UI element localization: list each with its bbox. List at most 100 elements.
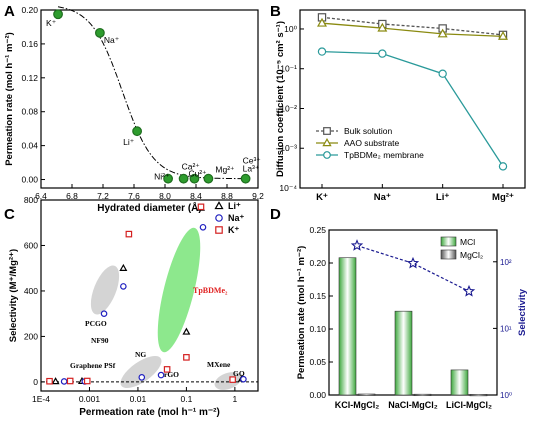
panel-b-legend-label: TpBDMe₂ membrane xyxy=(344,150,424,160)
panel-b-chart: 10⁰ 10⁻¹ 10⁻² 10⁻³ 10⁻⁴ K⁺ Na⁺ Li⁺ Mg²⁺ Diffusion… xyxy=(275,9,526,203)
panel-c-ytick-label: 400 xyxy=(24,286,38,296)
panel-a-xtick-label: 8.4 xyxy=(190,191,202,201)
panel-a-point-label: La³⁺ xyxy=(243,164,260,174)
panel-d-ytick-label: 0.10 xyxy=(309,324,326,334)
panel-b-point xyxy=(317,17,327,27)
panel-b-series-line xyxy=(321,22,504,38)
panel-c-legend-marker xyxy=(215,226,223,234)
panel-a-xtick-label: 7.2 xyxy=(97,191,109,201)
panel-a-trend-line xyxy=(57,6,246,180)
panel-c-annotation: NF90 xyxy=(91,336,109,345)
panel-d-bar xyxy=(357,393,376,396)
panel-b-letter: B xyxy=(270,3,281,20)
panel-c-point xyxy=(125,230,133,238)
panel-b-ytick-label: 10⁻³ xyxy=(280,143,297,153)
panel-a-xtick-label: 6.8 xyxy=(66,191,78,201)
panel-a-xtick-label: 7.6 xyxy=(128,191,140,201)
panel-b-ytick-label: 10⁻¹ xyxy=(280,64,297,74)
panel-b-point xyxy=(378,49,387,58)
panel-c-point xyxy=(66,377,74,385)
panel-c-ytick-label: 800 xyxy=(24,195,38,205)
panel-c-point xyxy=(182,327,191,335)
panel-a-point-label: Cu²⁺ xyxy=(188,169,207,179)
panel-b-xtick-label: K⁺ xyxy=(316,192,328,203)
panel-c-point xyxy=(197,203,205,211)
panel-c-legend-marker xyxy=(214,201,224,210)
panel-c-point xyxy=(183,354,190,361)
panel-c-annotation: MXene xyxy=(207,360,231,369)
panel-b-point xyxy=(438,69,447,78)
panel-c-point xyxy=(199,223,207,231)
panel-a-letter: A xyxy=(4,3,15,20)
panel-a-point-label: Na⁺ xyxy=(104,35,120,45)
panel-a-xlabel: Hydrated diameter (Å) xyxy=(97,201,201,214)
panel-a-xtick-label: 8.0 xyxy=(159,191,171,201)
panel-c-region-pcgo xyxy=(90,265,120,315)
panel-b-legend-marker xyxy=(323,151,331,159)
panel-c-xtick-label: 1E-4 xyxy=(32,394,50,404)
panel-c-legend-label: Li⁺ xyxy=(228,201,241,211)
panel-c-annotation: PCGO xyxy=(85,319,107,328)
panel-c-point xyxy=(138,374,146,381)
panel-c-frame xyxy=(40,199,259,392)
panel-d-legend-label: MgCl₂ xyxy=(460,250,483,260)
panel-d-ytick-label: 0.15 xyxy=(309,291,326,301)
panel-c-ytick-label: 600 xyxy=(24,240,38,250)
panel-a-xtick-label: 8.8 xyxy=(221,191,233,201)
panel-a-ytick-label: 0.00 xyxy=(21,175,38,185)
panel-d-selectivity-point xyxy=(462,284,476,297)
panel-a-ylabel: Permeation rate (mol h⁻¹ m⁻²) xyxy=(4,32,15,166)
panel-c-point xyxy=(157,371,165,379)
panel-b-legend-label: AAO substrate xyxy=(344,138,400,148)
panel-b-xtick-label: Na⁺ xyxy=(374,192,391,203)
panel-d-y2label: Selectivity xyxy=(517,288,528,336)
panel-c-annotation: TpBDMe₂ xyxy=(193,286,228,295)
panel-a-ytick-label: 0.08 xyxy=(21,107,38,117)
panel-d-selectivity-point xyxy=(350,239,364,251)
panel-d-xtick-label: KCl-MgCl₂ xyxy=(335,400,380,410)
panel-d-ytick-label: 0.25 xyxy=(309,225,326,235)
panel-d-selectivity-line xyxy=(356,245,470,292)
panel-c-legend-marker xyxy=(215,214,223,222)
panel-c-region-tpbdme2 xyxy=(157,227,201,353)
panel-c-xtick-label: 0.01 xyxy=(130,394,147,404)
panel-c-legend-label: Na⁺ xyxy=(228,213,245,223)
panel-d-ytick-label: 0.00 xyxy=(309,390,326,400)
panel-c-ytick-label: 200 xyxy=(24,331,38,341)
panel-a-point xyxy=(189,173,200,184)
panel-a-point-label: Li⁺ xyxy=(123,137,135,147)
panel-c-point xyxy=(60,378,68,385)
panel-b-ytick-label: 10⁻² xyxy=(280,103,297,113)
panel-b-point xyxy=(437,28,448,38)
panel-a-point xyxy=(94,27,105,38)
panel-d-xtick-label: NaCl-MgCl₂ xyxy=(388,400,438,410)
panel-b-frame xyxy=(299,9,526,189)
panel-b-legend-label: Bulk solution xyxy=(344,126,392,136)
panel-a-chart: 6.4 6.8 7.2 7.6 8.0 8.4 8.8 9.2 0.00 0.04 0.08 0.12… xyxy=(4,5,264,214)
panel-c-legend-label: K⁺ xyxy=(228,225,239,235)
panel-c-point xyxy=(51,377,60,385)
panel-d-legend-label: MCl xyxy=(460,237,475,247)
panel-d-frame xyxy=(328,229,498,396)
panel-a-point xyxy=(240,173,251,184)
panel-a-point-label: Ni²⁺ xyxy=(154,172,170,182)
panel-d-bar xyxy=(450,369,469,396)
panel-a-ytick-label: 0.12 xyxy=(21,73,38,83)
panel-d-ylabel: Permeation rate (mol h⁻¹ m⁻²) xyxy=(296,246,307,380)
panel-d-ytick-label: 0.20 xyxy=(309,258,326,268)
panel-b-ylabel: Diffusion coefficient (10⁻⁵ cm² s⁻¹) xyxy=(275,21,286,177)
panel-b-ytick-label: 10⁰ xyxy=(284,24,297,34)
panel-a-point xyxy=(53,9,63,20)
panel-d-bar xyxy=(338,257,357,396)
panel-a-ytick-label: 0.20 xyxy=(21,5,38,15)
panel-c-point xyxy=(46,377,53,385)
panel-c-point xyxy=(120,283,127,290)
panel-a-xtick-label: 9.2 xyxy=(252,191,264,201)
panel-c-xtick-label: 1 xyxy=(233,394,238,404)
panel-c-ylabel: Selectivity (M⁺/Mg²⁺) xyxy=(8,249,19,342)
panel-c-point xyxy=(119,263,128,271)
panel-a-point-label: Ca²⁺ xyxy=(182,162,201,172)
panel-b-point xyxy=(317,47,327,56)
panel-d-bar xyxy=(394,310,413,396)
panel-c-annotation: NG xyxy=(135,350,146,359)
